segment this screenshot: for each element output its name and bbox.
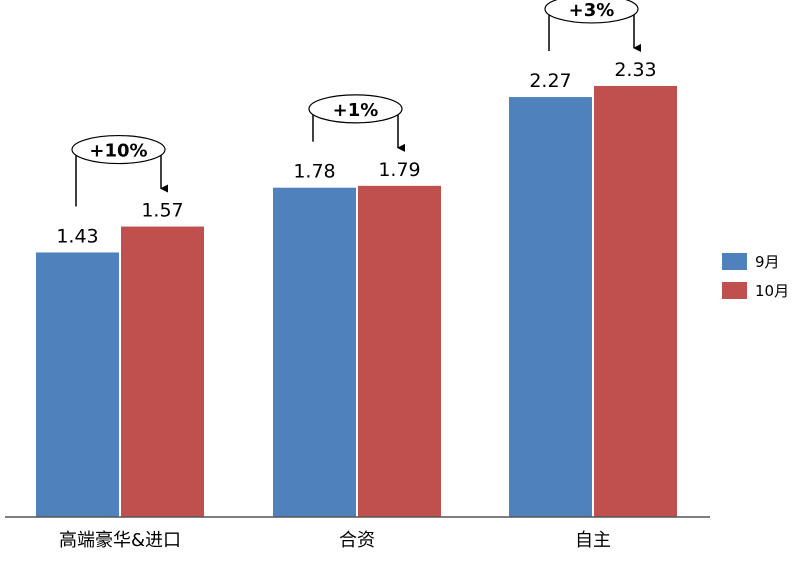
data-label: 1.78 [293, 161, 335, 183]
growth-annotation: +10% [89, 141, 147, 162]
legend-label: 9月 [755, 253, 780, 271]
annotation-ellipse [544, 0, 639, 24]
data-label: 2.33 [614, 59, 656, 81]
annotation-ellipse [71, 134, 166, 165]
annotation-ellipse [308, 94, 403, 124]
data-label: 1.79 [378, 159, 420, 181]
legend-label: 10月 [755, 282, 789, 300]
x-tick-label: 高端豪华&进口 [59, 530, 181, 551]
bar-oct-2 [594, 85, 677, 517]
bar-oct-0 [121, 226, 204, 518]
growth-annotation: +3% [569, 0, 615, 21]
bar-sep-2 [509, 97, 592, 518]
x-tick-label: 自主 [575, 530, 611, 551]
data-label: 1.43 [56, 225, 98, 247]
data-label: 2.27 [529, 70, 571, 92]
x-tick-label: 合资 [339, 530, 375, 551]
bar-oct-1 [358, 185, 441, 517]
data-label: 1.57 [141, 200, 183, 222]
legend-swatch [722, 282, 747, 299]
growth-annotation: +1% [333, 100, 379, 121]
bar-sep-1 [273, 187, 356, 517]
bar-sep-0 [36, 252, 119, 517]
legend-swatch [722, 253, 747, 270]
